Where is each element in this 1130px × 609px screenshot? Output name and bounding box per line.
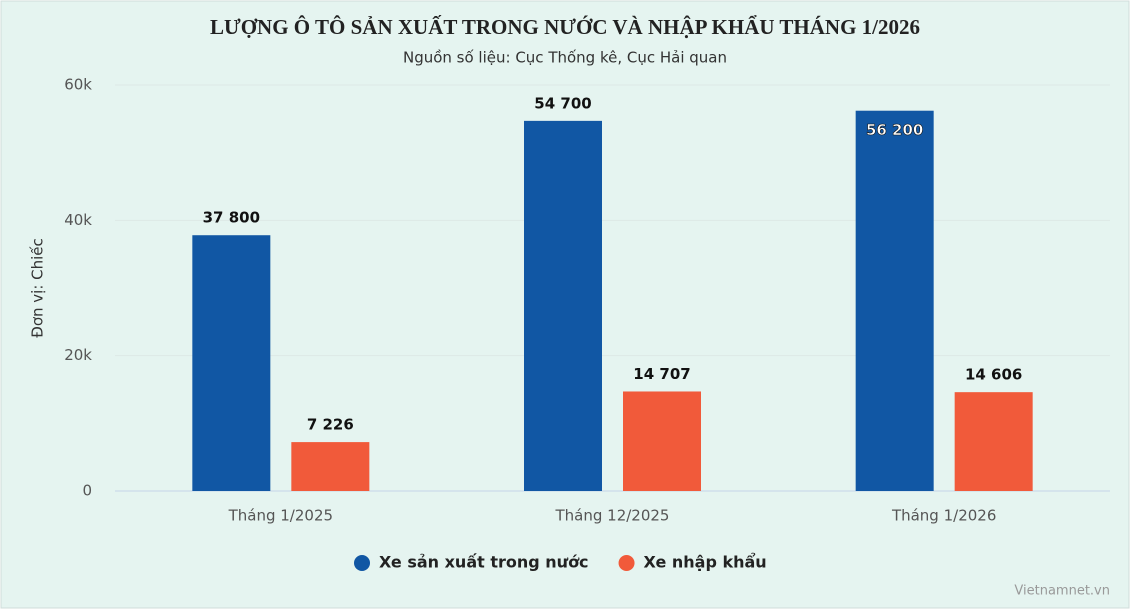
- x-tick-label: Tháng 1/2025: [228, 507, 333, 525]
- legend-label: Xe sản xuất trong nước: [379, 553, 589, 572]
- data-label: 37 800: [203, 209, 260, 227]
- data-label: 7 226: [307, 416, 354, 434]
- data-label: 54 700: [534, 94, 591, 112]
- data-label: 14 606: [965, 366, 1022, 384]
- chart-subtitle: Nguồn số liệu: Cục Thống kê, Cục Hải qua…: [403, 49, 727, 67]
- y-tick-label: 60k: [64, 76, 92, 94]
- bar: [524, 120, 602, 491]
- y-tick-label: 40k: [64, 211, 92, 229]
- legend-marker: [618, 555, 635, 571]
- chart-title: LƯỢNG Ô TÔ SẢN XUẤT TRONG NƯỚC VÀ NHẬP K…: [210, 15, 920, 39]
- x-tick-label: Tháng 12/2025: [555, 507, 670, 525]
- y-axis-label: Đơn vị: Chiếc: [29, 238, 47, 338]
- legend-label: Xe nhập khẩu: [644, 553, 767, 572]
- bar: [855, 110, 934, 492]
- bar: [291, 442, 370, 491]
- credit: Vietnamnet.vn: [1014, 584, 1110, 599]
- data-label: 14 707: [633, 365, 690, 383]
- bar: [192, 235, 271, 491]
- data-label: 56 200: [866, 121, 923, 139]
- y-tick-label: 20k: [64, 346, 92, 364]
- x-tick-label: Tháng 1/2026: [891, 507, 996, 525]
- bar: [954, 392, 1033, 491]
- bar: [623, 391, 701, 491]
- legend-marker: [354, 555, 370, 571]
- y-tick-label: 0: [82, 482, 92, 500]
